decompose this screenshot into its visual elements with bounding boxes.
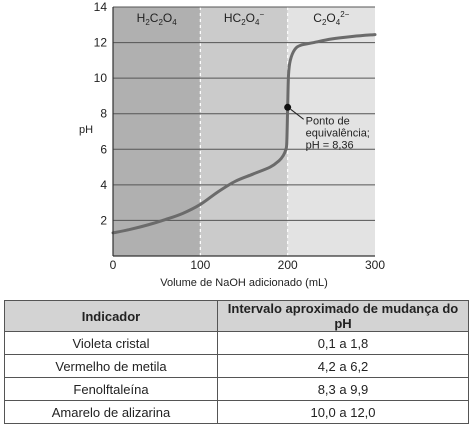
species-label: HC2O4− bbox=[224, 10, 265, 27]
species-region bbox=[113, 7, 201, 256]
table-row: Vermelho de metila 4,2 a 6,2 bbox=[4, 354, 469, 378]
indicator-interval: 4,2 a 6,2 bbox=[217, 354, 469, 378]
x-tick-label: 200 bbox=[278, 258, 298, 272]
annotation-leader bbox=[290, 108, 304, 120]
indicator-name: Vermelho de metila bbox=[4, 354, 218, 378]
equivalence-annotation: equivalência; bbox=[306, 127, 370, 139]
header-interval: Intervalo aproximado de mudança do pH bbox=[217, 300, 469, 332]
indicator-interval: 8,3 a 9,9 bbox=[217, 377, 469, 401]
x-tick-label: 100 bbox=[190, 258, 210, 272]
x-tick-label: 300 bbox=[365, 258, 385, 272]
table-row: Fenolftaleína 8,3 a 9,9 bbox=[4, 377, 469, 401]
x-tick-label: 0 bbox=[110, 258, 117, 272]
y-tick-label: 10 bbox=[94, 71, 108, 85]
species-region bbox=[287, 7, 375, 256]
y-tick-label: 8 bbox=[100, 107, 107, 121]
x-axis-label: Volume de NaOH adicionado (mL) bbox=[160, 277, 328, 289]
species-label: C2O42− bbox=[313, 10, 349, 27]
indicator-table: Indicador Intervalo aproximado de mudanç… bbox=[4, 300, 469, 424]
y-axis-label: pH bbox=[79, 124, 93, 136]
table-row: Violeta cristal 0,1 a 1,8 bbox=[4, 331, 469, 355]
y-tick-label: 6 bbox=[100, 142, 107, 156]
indicator-name: Amarelo de alizarina bbox=[4, 400, 218, 424]
table-header-row: Indicador Intervalo aproximado de mudanç… bbox=[4, 300, 469, 332]
equivalence-point-marker bbox=[284, 103, 292, 111]
y-tick-label: 4 bbox=[100, 178, 107, 192]
header-indicator: Indicador bbox=[4, 300, 218, 332]
equivalence-annotation: pH = 8,36 bbox=[306, 139, 354, 151]
y-tick-label: 12 bbox=[94, 36, 108, 50]
indicator-table-container: Indicador Intervalo aproximado de mudanç… bbox=[4, 300, 469, 424]
indicator-interval: 10,0 a 12,0 bbox=[217, 400, 469, 424]
table-row: Amarelo de alizarina 10,0 a 12,0 bbox=[4, 400, 469, 424]
species-region bbox=[200, 7, 288, 256]
y-tick-label: 2 bbox=[100, 213, 107, 227]
species-label: H2C2O4 bbox=[137, 11, 178, 27]
titration-curve bbox=[111, 33, 377, 235]
indicator-interval: 0,1 a 1,8 bbox=[217, 331, 469, 355]
indicator-name: Fenolftaleína bbox=[4, 377, 218, 401]
indicator-name: Violeta cristal bbox=[4, 331, 218, 355]
y-tick-label: 14 bbox=[94, 0, 108, 14]
equivalence-annotation: Ponto de bbox=[306, 115, 350, 127]
